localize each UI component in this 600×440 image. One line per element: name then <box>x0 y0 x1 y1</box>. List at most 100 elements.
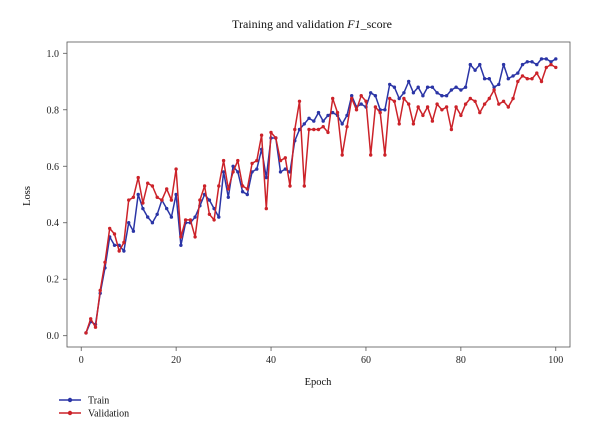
y-axis: 0.0 0.2 0.4 0.6 0.8 1.0 <box>47 49 67 342</box>
train-point <box>525 60 529 64</box>
legend: Train Validation <box>59 396 129 420</box>
train-point <box>501 62 506 67</box>
validation-point <box>416 105 420 109</box>
validation-point <box>155 195 159 199</box>
train-point <box>535 62 539 67</box>
validation-point <box>202 184 207 188</box>
validation-point <box>397 122 401 126</box>
validation-point <box>93 325 98 329</box>
validation-point <box>369 153 373 157</box>
train-point <box>511 74 515 78</box>
train-point <box>407 79 411 84</box>
train-point <box>245 192 249 197</box>
validation-point <box>231 170 235 174</box>
validation-point <box>193 235 197 239</box>
validation-point <box>340 153 344 157</box>
y-tick-label: 0.8 <box>47 105 60 116</box>
validation-point <box>250 161 254 166</box>
train-point <box>155 212 159 216</box>
train-legend-label: Train <box>88 396 109 407</box>
train-point <box>122 249 126 253</box>
validation-point <box>89 317 93 321</box>
y-tick-label: 1.0 <box>47 49 60 60</box>
validation-point <box>331 96 335 101</box>
y-tick-label: 0.4 <box>47 218 60 229</box>
validation-point <box>373 105 378 109</box>
validation-point <box>103 260 107 264</box>
validation-point <box>122 240 126 245</box>
validation-point <box>478 110 482 115</box>
train-point <box>411 91 416 95</box>
validation-point <box>226 187 230 191</box>
train-point <box>473 68 477 72</box>
validation-point <box>440 108 444 112</box>
train-point <box>169 215 174 219</box>
series-layer <box>84 57 558 335</box>
train-point <box>221 170 226 174</box>
x-tick-label: 0 <box>79 355 84 366</box>
x-axis: 0 20 40 60 80 100 <box>79 347 563 366</box>
validation-point <box>407 102 411 106</box>
validation-point <box>169 198 174 202</box>
validation-point <box>554 65 558 70</box>
train-series-line <box>85 58 557 334</box>
validation-point <box>293 127 297 132</box>
train-point <box>141 206 145 211</box>
train-point <box>131 229 136 233</box>
train-point <box>193 215 197 219</box>
validation-legend-marker <box>67 410 73 416</box>
train-point <box>146 215 150 219</box>
train-point <box>350 94 354 98</box>
validation-point <box>335 110 340 115</box>
train-point <box>544 57 548 61</box>
validation-point <box>539 79 544 84</box>
validation-point <box>278 158 283 163</box>
validation-point <box>136 175 140 180</box>
validation-point <box>221 158 226 163</box>
validation-point <box>492 88 496 92</box>
train-point <box>516 71 520 75</box>
train-point <box>340 122 344 126</box>
validation-point <box>535 71 539 75</box>
train-point <box>302 122 306 126</box>
validation-point <box>345 125 349 129</box>
train-point <box>321 119 325 123</box>
validation-point <box>435 102 439 106</box>
plot-frame <box>66 41 571 348</box>
validation-point <box>392 99 397 104</box>
train-point <box>435 91 439 95</box>
x-tick-label: 40 <box>266 355 276 366</box>
validation-point <box>326 130 330 135</box>
validation-point <box>165 187 169 191</box>
validation-point <box>212 218 216 222</box>
validation-point <box>468 96 472 101</box>
validation-point <box>482 102 487 106</box>
train-point <box>226 195 230 199</box>
validation-point <box>388 96 392 101</box>
train-point <box>492 85 496 89</box>
validation-point <box>207 212 212 216</box>
train-point <box>416 85 420 89</box>
validation-point <box>402 96 406 101</box>
train-point <box>487 77 491 81</box>
x-tick-label: 80 <box>456 355 466 366</box>
validation-point <box>497 102 501 106</box>
validation-point <box>174 167 178 171</box>
validation-point <box>411 122 416 126</box>
validation-point <box>506 105 510 109</box>
validation-point <box>501 99 506 104</box>
validation-point <box>264 206 268 211</box>
train-point <box>397 96 401 101</box>
train-point <box>307 116 311 121</box>
train-point <box>506 77 510 81</box>
validation-point <box>198 198 202 202</box>
train-point <box>440 94 444 98</box>
validation-point <box>487 96 491 101</box>
validation-point <box>378 110 382 115</box>
validation-point <box>245 187 249 191</box>
validation-point <box>307 127 311 132</box>
train-point <box>316 110 321 115</box>
train-point <box>255 167 259 171</box>
validation-point <box>146 181 150 185</box>
